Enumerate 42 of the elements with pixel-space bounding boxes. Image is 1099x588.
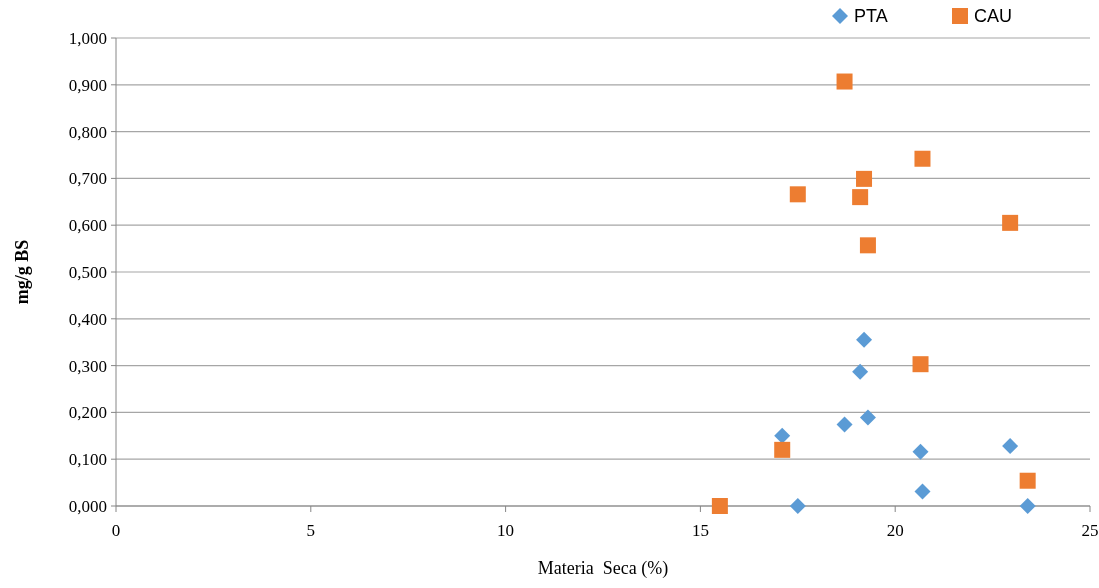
point <box>711 498 728 514</box>
point <box>912 443 929 460</box>
legend-label: PTA <box>854 6 888 27</box>
point <box>859 409 876 426</box>
point <box>852 189 869 206</box>
point <box>856 170 873 187</box>
y-tick-label: 0,200 <box>68 403 107 423</box>
y-tick-label: 0,500 <box>68 262 107 282</box>
point <box>859 237 876 254</box>
point <box>856 331 873 348</box>
x-tick-label: 10 <box>497 521 515 540</box>
x-tick-label: 5 <box>306 521 316 540</box>
y-tick-label: 0,900 <box>68 75 107 95</box>
x-tick-label: 20 <box>886 521 904 540</box>
x-tick-label: 25 <box>1081 521 1099 540</box>
y-tick-label: 0,100 <box>68 450 107 470</box>
point <box>912 356 929 373</box>
y-tick-label: 0,600 <box>68 216 107 236</box>
y-tick-label: 0,800 <box>68 122 107 142</box>
legend-label: CAU <box>974 6 1013 27</box>
y-tick-label: 0,000 <box>68 496 107 516</box>
point <box>789 498 806 514</box>
y-tick-label: 1,000 <box>68 28 107 48</box>
point <box>914 483 931 500</box>
point <box>836 416 853 433</box>
point <box>1019 472 1036 489</box>
point <box>836 73 853 90</box>
point <box>774 427 791 444</box>
point <box>914 150 931 167</box>
point <box>1002 438 1019 455</box>
x-axis-title: Materia Seca (%) <box>537 558 669 579</box>
y-tick-label: 0,300 <box>68 356 107 376</box>
x-tick-label: 0 <box>111 521 121 540</box>
y-axis-title: mg/g BS <box>12 239 32 305</box>
point <box>774 441 791 458</box>
point <box>789 186 806 203</box>
x-tick-label: 15 <box>691 521 709 540</box>
y-tick-label: 0,700 <box>68 169 107 189</box>
point <box>852 363 869 380</box>
y-tick-label: 0,400 <box>68 309 107 329</box>
point <box>1002 214 1019 231</box>
point <box>1019 498 1036 514</box>
